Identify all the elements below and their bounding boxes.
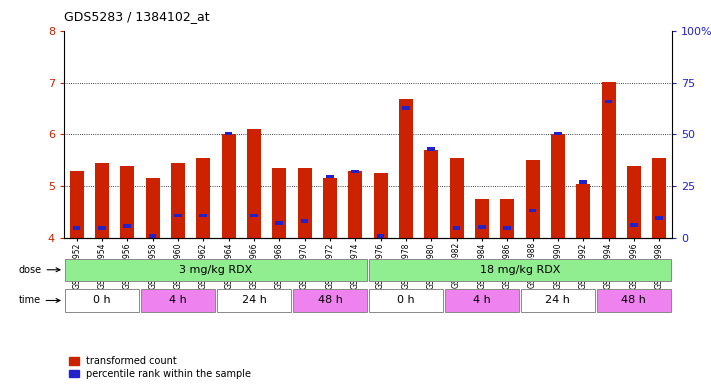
- Bar: [124, 224, 131, 228]
- Bar: [70, 170, 84, 238]
- Bar: [98, 226, 106, 230]
- Text: 4 h: 4 h: [473, 295, 491, 306]
- Bar: [146, 179, 159, 238]
- Bar: [275, 222, 283, 225]
- Text: 0 h: 0 h: [93, 295, 111, 306]
- Bar: [174, 214, 182, 217]
- Bar: [196, 158, 210, 238]
- Text: GDS5283 / 1384102_at: GDS5283 / 1384102_at: [64, 10, 210, 23]
- Bar: [630, 223, 638, 227]
- Bar: [445, 289, 518, 312]
- Bar: [301, 219, 309, 223]
- Bar: [369, 289, 443, 312]
- Bar: [377, 235, 385, 238]
- Bar: [247, 129, 261, 238]
- Bar: [298, 168, 311, 238]
- Bar: [427, 147, 435, 151]
- Bar: [605, 100, 612, 103]
- Text: 24 h: 24 h: [545, 295, 570, 306]
- Bar: [171, 163, 185, 238]
- Bar: [73, 226, 80, 230]
- Bar: [149, 235, 156, 238]
- Bar: [225, 132, 232, 136]
- Bar: [579, 180, 587, 184]
- Bar: [374, 173, 387, 238]
- Bar: [501, 199, 514, 238]
- Bar: [326, 175, 333, 179]
- Bar: [65, 289, 139, 312]
- Bar: [323, 179, 337, 238]
- Text: 3 mg/kg RDX: 3 mg/kg RDX: [179, 265, 252, 275]
- Bar: [348, 170, 362, 238]
- Bar: [503, 226, 511, 230]
- Bar: [141, 289, 215, 312]
- Bar: [399, 99, 413, 238]
- Bar: [554, 132, 562, 136]
- Bar: [120, 166, 134, 238]
- Bar: [597, 289, 670, 312]
- Text: time: time: [18, 295, 60, 306]
- Bar: [369, 258, 670, 281]
- Legend: transformed count, percentile rank within the sample: transformed count, percentile rank withi…: [69, 356, 252, 379]
- Bar: [551, 134, 565, 238]
- Bar: [478, 225, 486, 229]
- Text: 48 h: 48 h: [318, 295, 343, 306]
- Bar: [453, 226, 461, 230]
- Bar: [449, 158, 464, 238]
- Bar: [293, 289, 367, 312]
- Bar: [218, 289, 291, 312]
- Bar: [250, 214, 258, 217]
- Bar: [65, 258, 367, 281]
- Bar: [525, 161, 540, 238]
- Text: 0 h: 0 h: [397, 295, 415, 306]
- Bar: [402, 106, 410, 110]
- Text: 4 h: 4 h: [169, 295, 187, 306]
- Bar: [602, 81, 616, 238]
- Bar: [529, 209, 536, 212]
- Bar: [95, 163, 109, 238]
- Text: dose: dose: [18, 265, 60, 275]
- Bar: [652, 158, 666, 238]
- Bar: [351, 170, 359, 173]
- Bar: [222, 134, 235, 238]
- Bar: [475, 199, 489, 238]
- Text: 18 mg/kg RDX: 18 mg/kg RDX: [480, 265, 560, 275]
- Bar: [656, 216, 663, 220]
- Bar: [627, 166, 641, 238]
- Bar: [272, 168, 287, 238]
- Bar: [200, 214, 207, 217]
- Text: 24 h: 24 h: [242, 295, 267, 306]
- Text: 48 h: 48 h: [621, 295, 646, 306]
- Bar: [424, 150, 438, 238]
- Bar: [577, 184, 590, 238]
- Bar: [521, 289, 594, 312]
